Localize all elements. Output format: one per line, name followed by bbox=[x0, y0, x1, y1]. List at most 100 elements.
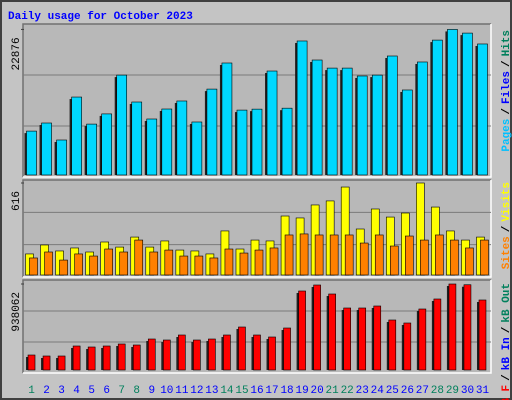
bar bbox=[326, 67, 338, 176]
x-tick-label: 26 bbox=[401, 385, 414, 397]
x-tick-label: 4 bbox=[73, 385, 80, 397]
bar bbox=[101, 113, 112, 176]
legend-separator: / bbox=[501, 225, 512, 232]
legend-item: Files bbox=[501, 71, 512, 104]
bar bbox=[254, 249, 264, 276]
bar bbox=[191, 121, 203, 176]
bar bbox=[374, 234, 384, 276]
bar bbox=[480, 239, 489, 276]
bar bbox=[209, 257, 219, 276]
legend-item: Pages bbox=[501, 119, 512, 152]
x-tick-label: 13 bbox=[205, 385, 218, 397]
bar bbox=[356, 75, 368, 176]
x-tick-label: 23 bbox=[356, 385, 369, 397]
bar bbox=[341, 67, 353, 176]
bar bbox=[313, 284, 321, 371]
bar bbox=[344, 234, 354, 276]
bar bbox=[56, 139, 67, 176]
bar bbox=[72, 345, 81, 371]
bar bbox=[71, 96, 82, 176]
bar bbox=[102, 345, 111, 371]
bar bbox=[251, 108, 263, 176]
x-tick-label: 27 bbox=[416, 385, 429, 397]
x-tick-label: 5 bbox=[88, 385, 95, 397]
bar bbox=[89, 255, 98, 276]
legend-item: Sites bbox=[501, 236, 512, 269]
legend-separator: / bbox=[501, 374, 512, 381]
x-tick-label: 16 bbox=[250, 385, 263, 397]
bar bbox=[27, 354, 36, 371]
bar bbox=[132, 344, 141, 371]
x-tick-label: 6 bbox=[103, 385, 110, 397]
bar bbox=[206, 88, 218, 176]
bar bbox=[373, 305, 382, 371]
x-tick-label: 20 bbox=[311, 385, 324, 397]
bar bbox=[435, 234, 444, 276]
legend: Sites / Visits bbox=[501, 182, 512, 269]
bar bbox=[433, 298, 442, 371]
x-tick-label: 7 bbox=[118, 385, 125, 397]
bar bbox=[268, 336, 276, 371]
bar bbox=[269, 247, 279, 276]
x-tick-label: 19 bbox=[295, 385, 308, 397]
x-tick-label: 8 bbox=[133, 385, 140, 397]
legend-item: Hits bbox=[501, 30, 512, 56]
bar bbox=[450, 239, 459, 276]
bar bbox=[41, 122, 52, 176]
bar bbox=[117, 343, 126, 371]
bar bbox=[208, 338, 216, 371]
bar bbox=[149, 251, 159, 276]
bar bbox=[131, 101, 143, 176]
bar bbox=[224, 248, 234, 276]
x-tick-label: 29 bbox=[446, 385, 459, 397]
legend: Pages / Files / Hits bbox=[501, 30, 512, 152]
bar bbox=[239, 252, 249, 276]
bar bbox=[193, 339, 201, 371]
bar bbox=[59, 259, 68, 276]
legend-item: kB Out bbox=[501, 283, 512, 323]
legend-item: Visits bbox=[501, 182, 512, 222]
bar bbox=[116, 74, 128, 176]
bar bbox=[163, 339, 171, 371]
legend-separator: / bbox=[501, 326, 512, 333]
bar bbox=[298, 290, 306, 371]
bar bbox=[465, 247, 474, 276]
x-tick-label: 18 bbox=[280, 385, 293, 397]
bar bbox=[86, 123, 97, 176]
bar bbox=[448, 283, 457, 371]
bar bbox=[281, 107, 293, 176]
x-tick-label: 21 bbox=[326, 385, 340, 397]
bar bbox=[221, 62, 233, 176]
bar bbox=[343, 307, 351, 371]
x-tick-label: 12 bbox=[190, 385, 203, 397]
x-tick-label: 14 bbox=[220, 385, 234, 397]
legend-item: kB F bbox=[501, 385, 512, 400]
x-tick-label: 3 bbox=[58, 385, 65, 397]
bar bbox=[236, 109, 248, 176]
bar bbox=[284, 234, 294, 276]
legend-separator: / bbox=[501, 108, 512, 115]
bar bbox=[104, 248, 113, 276]
x-tick-label: 28 bbox=[431, 385, 444, 397]
bar bbox=[299, 233, 309, 276]
chart-title: Daily usage for October 2023 bbox=[8, 11, 193, 23]
bar bbox=[329, 234, 339, 276]
bar bbox=[161, 108, 173, 176]
bar bbox=[405, 235, 414, 276]
x-tick-label: 2 bbox=[43, 385, 50, 397]
bar bbox=[388, 319, 397, 371]
bar bbox=[42, 355, 51, 371]
bar bbox=[462, 32, 473, 176]
x-tick-label: 9 bbox=[148, 385, 155, 397]
bar bbox=[176, 100, 188, 176]
x-tick-label: 24 bbox=[371, 385, 385, 397]
x-tick-label: 17 bbox=[265, 385, 278, 397]
bar bbox=[328, 293, 336, 371]
bar bbox=[44, 251, 53, 276]
bar bbox=[311, 59, 323, 176]
legend: kB F / kB In / kB Out bbox=[501, 283, 512, 400]
bar bbox=[87, 346, 96, 371]
legend-item: kB In bbox=[501, 337, 512, 370]
bar bbox=[402, 89, 413, 176]
